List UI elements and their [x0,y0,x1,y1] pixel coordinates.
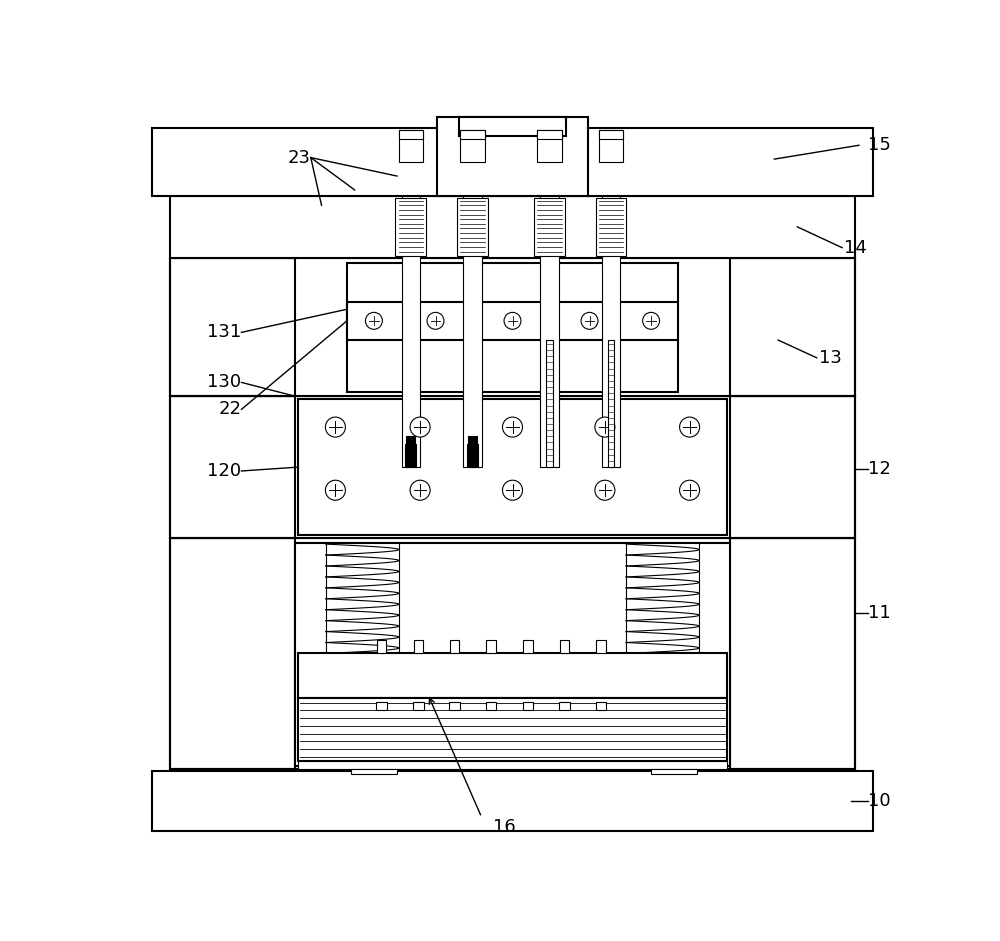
Circle shape [410,417,430,437]
Bar [651,769,697,774]
Bar [596,198,626,256]
Bar [395,198,426,256]
Bar [170,258,855,396]
Bar [347,301,678,340]
Bar [170,396,855,538]
Bar [534,198,565,256]
Bar [608,340,614,467]
Circle shape [410,480,430,501]
Bar [170,538,855,769]
Bar [459,117,566,136]
Text: 11: 11 [868,604,891,622]
Bar [560,640,569,653]
Bar [486,640,496,653]
Text: 14: 14 [844,239,866,257]
Bar [540,196,559,467]
Bar [460,130,485,162]
Bar [730,538,855,769]
Bar [437,117,588,196]
Circle shape [365,312,382,329]
Bar [414,640,423,653]
Circle shape [502,417,523,437]
Bar [295,543,730,766]
Bar [523,702,533,710]
Bar [537,130,562,162]
Bar [468,437,477,458]
Bar [460,130,485,139]
Bar [152,772,873,831]
Bar [457,198,488,256]
Bar [298,399,727,534]
Bar [730,258,855,396]
Text: 130: 130 [207,374,241,391]
Circle shape [504,312,521,329]
Bar [546,340,553,467]
Circle shape [680,480,700,501]
Bar [450,640,459,653]
Circle shape [581,312,598,329]
Bar [298,761,727,769]
Bar [596,702,606,710]
Bar [399,130,423,162]
Bar [413,702,424,710]
Bar [402,196,420,467]
Circle shape [325,480,345,501]
Text: 23: 23 [288,149,311,167]
Circle shape [595,480,615,501]
Circle shape [502,480,523,501]
Circle shape [325,417,345,437]
Bar [347,263,678,391]
Bar [170,538,295,769]
Bar [730,396,855,538]
Circle shape [427,312,444,329]
Circle shape [595,417,615,437]
Bar [405,444,416,467]
Text: 13: 13 [819,349,842,367]
Text: 131: 131 [207,324,241,342]
Text: 22: 22 [218,400,241,419]
Bar [486,702,496,710]
Bar [467,444,478,467]
Bar [599,130,623,162]
Circle shape [643,312,660,329]
Bar [298,698,727,761]
Bar [376,702,387,710]
Bar [559,702,570,710]
Text: 120: 120 [207,462,241,480]
Bar [170,258,295,396]
Bar [377,640,386,653]
Bar [599,130,623,139]
Bar [406,437,415,458]
Bar [170,396,295,538]
Bar [449,702,460,710]
Circle shape [680,417,700,437]
Bar [152,128,873,196]
Bar [298,653,727,698]
Bar [523,640,533,653]
Text: 15: 15 [868,136,891,154]
Bar [351,769,397,774]
Bar [463,196,482,467]
Text: 16: 16 [493,819,516,837]
Bar [399,130,423,139]
Bar [170,196,855,258]
Bar [537,130,562,139]
Text: 10: 10 [868,791,891,809]
Bar [596,640,606,653]
Bar [602,196,620,467]
Text: 12: 12 [868,459,891,478]
